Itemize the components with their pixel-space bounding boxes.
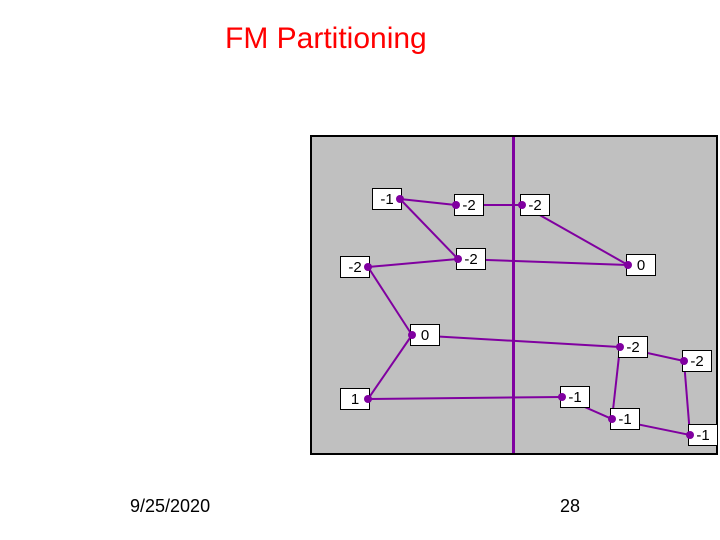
node-dot xyxy=(558,393,566,401)
node-dot xyxy=(364,263,372,271)
node-dot xyxy=(680,357,688,365)
node-dot xyxy=(452,201,460,209)
node-dot xyxy=(616,343,624,351)
node-dot xyxy=(408,331,416,339)
slide: FM Partitioning -1-2-2-2-200-2-21-1-1-1 … xyxy=(0,0,720,540)
footer-date: 9/25/2020 xyxy=(130,496,210,517)
node-dot xyxy=(624,261,632,269)
node-dot xyxy=(518,201,526,209)
node-dot xyxy=(686,431,694,439)
node-dot xyxy=(396,195,404,203)
node-dot xyxy=(454,255,462,263)
slide-title: FM Partitioning xyxy=(225,22,427,56)
node-dot xyxy=(364,395,372,403)
node-dot xyxy=(608,415,616,423)
partition-divider xyxy=(512,137,515,453)
footer-page: 28 xyxy=(560,496,580,517)
